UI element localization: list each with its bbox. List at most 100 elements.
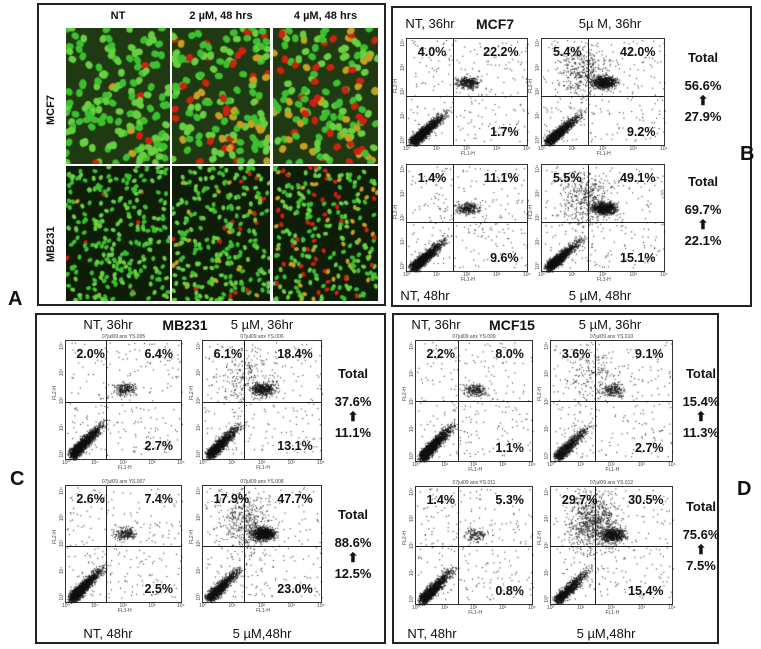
condition-label-bottom-right: 5 µM, 48hr [568, 288, 632, 303]
condition-label-top-right: 5 µM, 36hr [230, 317, 294, 332]
x-tick-label: 10² [599, 146, 607, 152]
y-axis-label: FL2-H [189, 385, 195, 400]
x-tick-label: 10⁴ [523, 272, 531, 278]
x-tick-label: 10⁰ [547, 605, 555, 611]
total-label: Total [685, 499, 717, 514]
x-tick-label: 10¹ [577, 605, 585, 611]
x-tick-label: 10⁰ [403, 146, 411, 152]
flow-cytometry-plot: 6.1% 18.4% 13.1% 07jul09 anx YS.006 10⁰ 10⁰ 10… [189, 335, 325, 471]
total-after-percent: 75.6% [682, 527, 720, 542]
x-axis-label: FL1-H [256, 465, 270, 471]
y-tick-label: 10³ [400, 63, 406, 71]
upper-right-percent: 18.4% [277, 347, 313, 361]
x-tick-label: 10¹ [90, 460, 98, 466]
scatter-points [203, 486, 323, 604]
x-tick-label: 10¹ [433, 272, 441, 278]
micrograph-cells [273, 28, 378, 164]
scatter-points [203, 341, 323, 461]
upper-right-percent: 30.5% [628, 493, 664, 507]
total-label: Total [337, 366, 369, 381]
x-tick-label: 10¹ [90, 603, 98, 609]
y-tick-label: 10⁰ [196, 593, 202, 601]
y-tick-label: 10¹ [409, 568, 415, 577]
x-tick-label: 10³ [637, 605, 645, 611]
lower-right-percent: 23.0% [277, 582, 313, 596]
quadrant-gate-vertical [588, 39, 590, 145]
x-tick-label: 10² [470, 462, 478, 468]
lower-right-percent: 9.2% [626, 125, 656, 139]
x-tick-label: 10⁰ [199, 603, 207, 609]
upper-left-percent: 2.0% [76, 347, 105, 361]
plot-file-id: 07jul09 anx YS.009 [452, 334, 496, 340]
x-tick-label: 10³ [287, 603, 295, 609]
y-tick-label: 10³ [196, 513, 202, 521]
x-tick-label: 10⁰ [412, 605, 420, 611]
lower-right-percent: 1.7% [490, 125, 519, 139]
y-tick-label: 10⁰ [409, 452, 415, 460]
quadrant-gate-horizontal [407, 96, 527, 98]
flow-cytometry-plot: 5.4% 42.0% 9.2% 10⁰ 10⁰ 10¹ 10¹ 10² 10² 10³ 10³ 10⁴… [528, 38, 668, 157]
x-tick-label: 10³ [629, 272, 637, 278]
micrograph [66, 28, 170, 164]
x-tick-label: 10³ [287, 460, 295, 466]
y-tick-label: 10³ [544, 515, 550, 523]
y-tick-label: 10³ [409, 369, 415, 378]
x-tick-label: 10² [258, 460, 266, 466]
y-tick-label: 10¹ [400, 238, 406, 246]
x-tick-label: 10² [119, 460, 127, 466]
micrograph-cells [273, 166, 378, 301]
panel-title: MCF15 [489, 317, 535, 333]
condition-label-top-right: 5 µM, 36hr [578, 317, 642, 332]
upper-left-percent: 1.4% [426, 493, 455, 507]
y-tick-label: 10² [535, 88, 541, 96]
lower-right-percent: 0.8% [495, 584, 524, 598]
micrograph-cells [66, 166, 170, 301]
x-tick-label: 10⁴ [660, 146, 668, 152]
upper-right-percent: 22.2% [483, 45, 519, 59]
plot-file-id: 07jul09 anx YS.012 [589, 480, 634, 486]
upper-left-percent: 29.7% [561, 493, 598, 507]
micrograph [172, 166, 270, 301]
x-tick-label: 10³ [148, 603, 156, 609]
x-tick-label: 10² [258, 603, 266, 609]
lower-right-percent: 15.1% [620, 251, 656, 265]
scatter-points [542, 165, 666, 273]
y-tick-label: 10⁰ [59, 450, 65, 458]
micrograph [273, 166, 378, 301]
micrograph-cells [172, 28, 270, 164]
total-apoptosis-summary: Total 56.6% ⬆ 27.9% [678, 48, 728, 126]
y-tick-label: 10¹ [59, 567, 65, 575]
flow-cytometry-plot: 17.9% 47.7% 23.0% 07jul09 anx YS.008 10⁰ 10⁰ 1… [189, 480, 325, 614]
x-tick-label: 10¹ [228, 603, 236, 609]
condition-label-bottom-right: 5 µM,48hr [232, 626, 292, 641]
condition-label-top-left: NT, 36hr [411, 317, 461, 332]
y-axis-label: FL2-H [189, 530, 195, 544]
quadrant-gate-horizontal [551, 401, 672, 402]
total-apoptosis-summary: Total 15.4% ⬆ 11.3% [676, 364, 726, 442]
row-label-mcf7: MCF7 [45, 95, 57, 125]
total-apoptosis-summary: Total 37.6% ⬆ 11.1% [328, 364, 378, 442]
y-tick-label: 10² [400, 214, 406, 222]
upper-right-percent: 47.7% [277, 492, 313, 506]
y-axis-label: FL2-H [393, 205, 399, 220]
upper-right-percent: 11.1% [483, 171, 519, 185]
quadrant-gate-horizontal [66, 402, 181, 404]
x-tick-label: 10¹ [577, 462, 585, 468]
scatter-points [551, 341, 674, 463]
upper-left-percent: 5.5% [552, 171, 582, 185]
lower-right-percent: 2.7% [635, 441, 664, 455]
y-tick-label: 10⁴ [400, 164, 406, 173]
condition-label-bottom-left: NT, 48hr [407, 626, 457, 641]
quadrant-gate-horizontal [551, 545, 672, 547]
y-axis-label: FL2-H [402, 386, 408, 401]
total-label: Total [687, 174, 719, 189]
micrograph [172, 28, 270, 164]
y-tick-label: 10⁴ [535, 38, 541, 47]
total-apoptosis-summary: Total 69.7% ⬆ 22.1% [678, 172, 728, 250]
plot-file-id: 07jul09 anx YS.007 [101, 479, 146, 485]
x-tick-label: 10¹ [568, 272, 576, 278]
y-tick-label: 10⁰ [535, 136, 541, 144]
flow-cytometry-plot: 1.4% 11.1% 9.6% 10⁰ 10⁰ 10¹ 10¹ 10² 10² 10³ 10³ 10⁴… [393, 164, 531, 283]
lower-right-percent: 2.5% [144, 582, 173, 596]
x-tick-label: 10³ [637, 462, 645, 468]
